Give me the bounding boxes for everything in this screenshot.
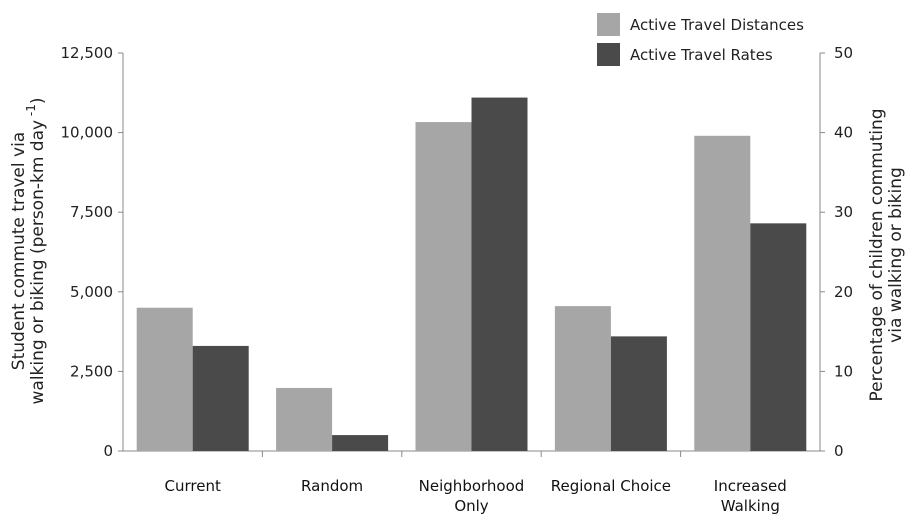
legend-swatch-1 <box>597 43 620 66</box>
legend-label-0: Active Travel Distances <box>630 16 804 34</box>
right-tick-label: 50 <box>834 44 853 62</box>
right-tick-label: 20 <box>834 283 853 301</box>
left-tick-label: 7,500 <box>70 203 113 221</box>
bar-rate-2 <box>471 97 528 452</box>
left-tick-label: 2,500 <box>70 362 113 380</box>
category-label: Random <box>301 477 363 495</box>
bar-rate-1 <box>332 435 389 451</box>
left-tick-label: 0 <box>103 442 113 460</box>
bar-distance-4 <box>694 135 751 451</box>
category-label: Regional Choice <box>551 477 671 495</box>
category-label: Neighborhood <box>419 477 525 495</box>
left-tick-label: 5,000 <box>70 283 113 301</box>
bar-distance-1 <box>276 387 333 451</box>
left-axis-title: Student commute travel viawalking or bik… <box>9 98 48 405</box>
left-tick-label: 12,500 <box>61 44 114 62</box>
bar-distance-3 <box>554 306 611 451</box>
left-tick-label: 10,000 <box>61 124 114 142</box>
bar-rate-0 <box>192 345 249 451</box>
right-tick-label: 40 <box>834 124 853 142</box>
bar-rate-4 <box>750 223 807 451</box>
category-label: Walking <box>721 497 780 514</box>
right-axis-title: Percentage of children commutingvia walk… <box>867 108 906 401</box>
bar-distance-2 <box>415 122 472 451</box>
legend-swatch-0 <box>597 13 620 36</box>
right-tick-label: 30 <box>834 203 853 221</box>
legend-label-1: Active Travel Rates <box>630 46 773 64</box>
right-tick-label: 10 <box>834 362 853 380</box>
category-label: Current <box>165 477 221 495</box>
category-label: Only <box>454 497 488 514</box>
bar-distance-0 <box>136 307 193 451</box>
right-tick-label: 0 <box>834 442 844 460</box>
bar-rate-3 <box>610 336 667 451</box>
category-label: Increased <box>714 477 787 495</box>
